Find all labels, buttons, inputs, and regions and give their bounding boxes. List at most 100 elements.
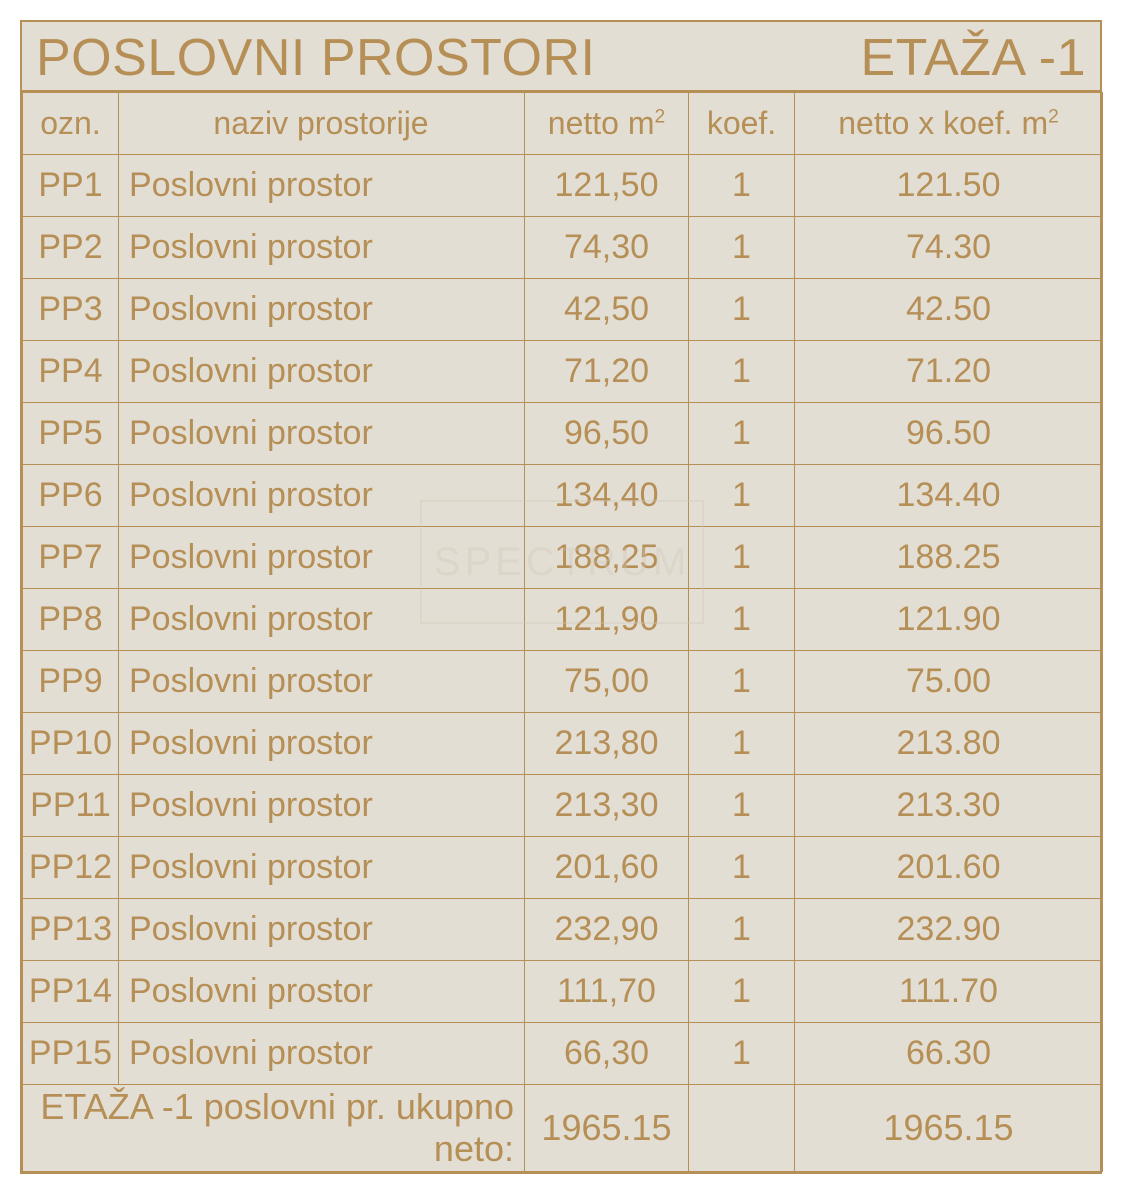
cell-naziv: Poslovni prostor (119, 775, 525, 837)
header-koef: koef. (689, 93, 795, 155)
cell-ozn: PP8 (23, 589, 119, 651)
header-row: ozn. naziv prostorije netto m2 koef. net… (23, 93, 1103, 155)
cell-netto: 75,00 (525, 651, 689, 713)
cell-koef: 1 (689, 589, 795, 651)
cell-naziv: Poslovni prostor (119, 527, 525, 589)
footer-netto-total: 1965.15 (525, 1085, 689, 1172)
table-row: PP11Poslovni prostor213,301213.30 (23, 775, 1103, 837)
cell-ozn: PP4 (23, 341, 119, 403)
cell-netto: 134,40 (525, 465, 689, 527)
cell-ozn: PP13 (23, 899, 119, 961)
premises-table: POSLOVNI PROSTORI ETAŽA -1 ozn. naziv pr… (20, 20, 1102, 1174)
cell-koef: 1 (689, 527, 795, 589)
cell-netto: 42,50 (525, 279, 689, 341)
cell-ozn: PP2 (23, 217, 119, 279)
cell-ozn: PP1 (23, 155, 119, 217)
cell-naziv: Poslovni prostor (119, 837, 525, 899)
cell-netto: 213,30 (525, 775, 689, 837)
cell-netto: 121,50 (525, 155, 689, 217)
cell-naziv: Poslovni prostor (119, 465, 525, 527)
cell-naziv: Poslovni prostor (119, 341, 525, 403)
cell-naziv: Poslovni prostor (119, 899, 525, 961)
cell-nxk: 201.60 (795, 837, 1103, 899)
cell-koef: 1 (689, 1023, 795, 1085)
cell-netto: 213,80 (525, 713, 689, 775)
cell-naziv: Poslovni prostor (119, 217, 525, 279)
table-row: PP5Poslovni prostor96,50196.50 (23, 403, 1103, 465)
table-row: PP12Poslovni prostor201,601201.60 (23, 837, 1103, 899)
table-row: PP6Poslovni prostor134,401134.40 (23, 465, 1103, 527)
table-row: PP13Poslovni prostor232,901232.90 (23, 899, 1103, 961)
header-netto: netto m2 (525, 93, 689, 155)
cell-naziv: Poslovni prostor (119, 1023, 525, 1085)
title-right: ETAŽA -1 (860, 28, 1086, 88)
header-ozn: ozn. (23, 93, 119, 155)
cell-naziv: Poslovni prostor (119, 589, 525, 651)
cell-netto: 111,70 (525, 961, 689, 1023)
cell-netto: 96,50 (525, 403, 689, 465)
footer-row: ETAŽA -1 poslovni pr. ukupno neto: 1965.… (23, 1085, 1103, 1172)
header-nxk: netto x koef. m2 (795, 93, 1103, 155)
header-netto-text: netto m (548, 105, 655, 141)
cell-naziv: Poslovni prostor (119, 403, 525, 465)
cell-netto: 71,20 (525, 341, 689, 403)
cell-naziv: Poslovni prostor (119, 155, 525, 217)
cell-koef: 1 (689, 341, 795, 403)
cell-naziv: Poslovni prostor (119, 961, 525, 1023)
cell-koef: 1 (689, 899, 795, 961)
cell-nxk: 66.30 (795, 1023, 1103, 1085)
cell-koef: 1 (689, 713, 795, 775)
cell-ozn: PP3 (23, 279, 119, 341)
cell-koef: 1 (689, 837, 795, 899)
cell-netto: 66,30 (525, 1023, 689, 1085)
cell-nxk: 121.50 (795, 155, 1103, 217)
cell-ozn: PP6 (23, 465, 119, 527)
cell-netto: 121,90 (525, 589, 689, 651)
cell-ozn: PP15 (23, 1023, 119, 1085)
cell-naziv: Poslovni prostor (119, 279, 525, 341)
cell-nxk: 42.50 (795, 279, 1103, 341)
cell-ozn: PP7 (23, 527, 119, 589)
title-row: POSLOVNI PROSTORI ETAŽA -1 (22, 22, 1100, 92)
table-row: PP3Poslovni prostor42,50142.50 (23, 279, 1103, 341)
cell-ozn: PP12 (23, 837, 119, 899)
table-row: PP8Poslovni prostor121,901121.90 (23, 589, 1103, 651)
cell-nxk: 134.40 (795, 465, 1103, 527)
table-row: PP10Poslovni prostor213,801213.80 (23, 713, 1103, 775)
header-netto-sup: 2 (655, 106, 666, 127)
cell-nxk: 213.30 (795, 775, 1103, 837)
table-row: PP4Poslovni prostor71,20171.20 (23, 341, 1103, 403)
cell-nxk: 96.50 (795, 403, 1103, 465)
cell-netto: 74,30 (525, 217, 689, 279)
footer-koef-total (689, 1085, 795, 1172)
table-row: PP7Poslovni prostor188,251188.25 (23, 527, 1103, 589)
cell-nxk: 75.00 (795, 651, 1103, 713)
cell-koef: 1 (689, 961, 795, 1023)
cell-netto: 201,60 (525, 837, 689, 899)
cell-koef: 1 (689, 651, 795, 713)
cell-nxk: 74.30 (795, 217, 1103, 279)
header-naziv: naziv prostorije (119, 93, 525, 155)
cell-ozn: PP9 (23, 651, 119, 713)
footer-nxk-total: 1965.15 (795, 1085, 1103, 1172)
cell-naziv: Poslovni prostor (119, 651, 525, 713)
cell-ozn: PP11 (23, 775, 119, 837)
cell-netto: 232,90 (525, 899, 689, 961)
cell-koef: 1 (689, 775, 795, 837)
cell-nxk: 188.25 (795, 527, 1103, 589)
cell-netto: 188,25 (525, 527, 689, 589)
header-nxk-sup: 2 (1048, 106, 1059, 127)
table-row: PP14Poslovni prostor111,701111.70 (23, 961, 1103, 1023)
cell-koef: 1 (689, 217, 795, 279)
cell-nxk: 71.20 (795, 341, 1103, 403)
cell-koef: 1 (689, 403, 795, 465)
table-row: PP2Poslovni prostor74,30174.30 (23, 217, 1103, 279)
title-left: POSLOVNI PROSTORI (36, 28, 595, 88)
cell-naziv: Poslovni prostor (119, 713, 525, 775)
footer-label: ETAŽA -1 poslovni pr. ukupno neto: (23, 1085, 525, 1172)
table-row: PP15Poslovni prostor66,30166.30 (23, 1023, 1103, 1085)
cell-ozn: PP14 (23, 961, 119, 1023)
cell-koef: 1 (689, 279, 795, 341)
cell-koef: 1 (689, 465, 795, 527)
cell-koef: 1 (689, 155, 795, 217)
